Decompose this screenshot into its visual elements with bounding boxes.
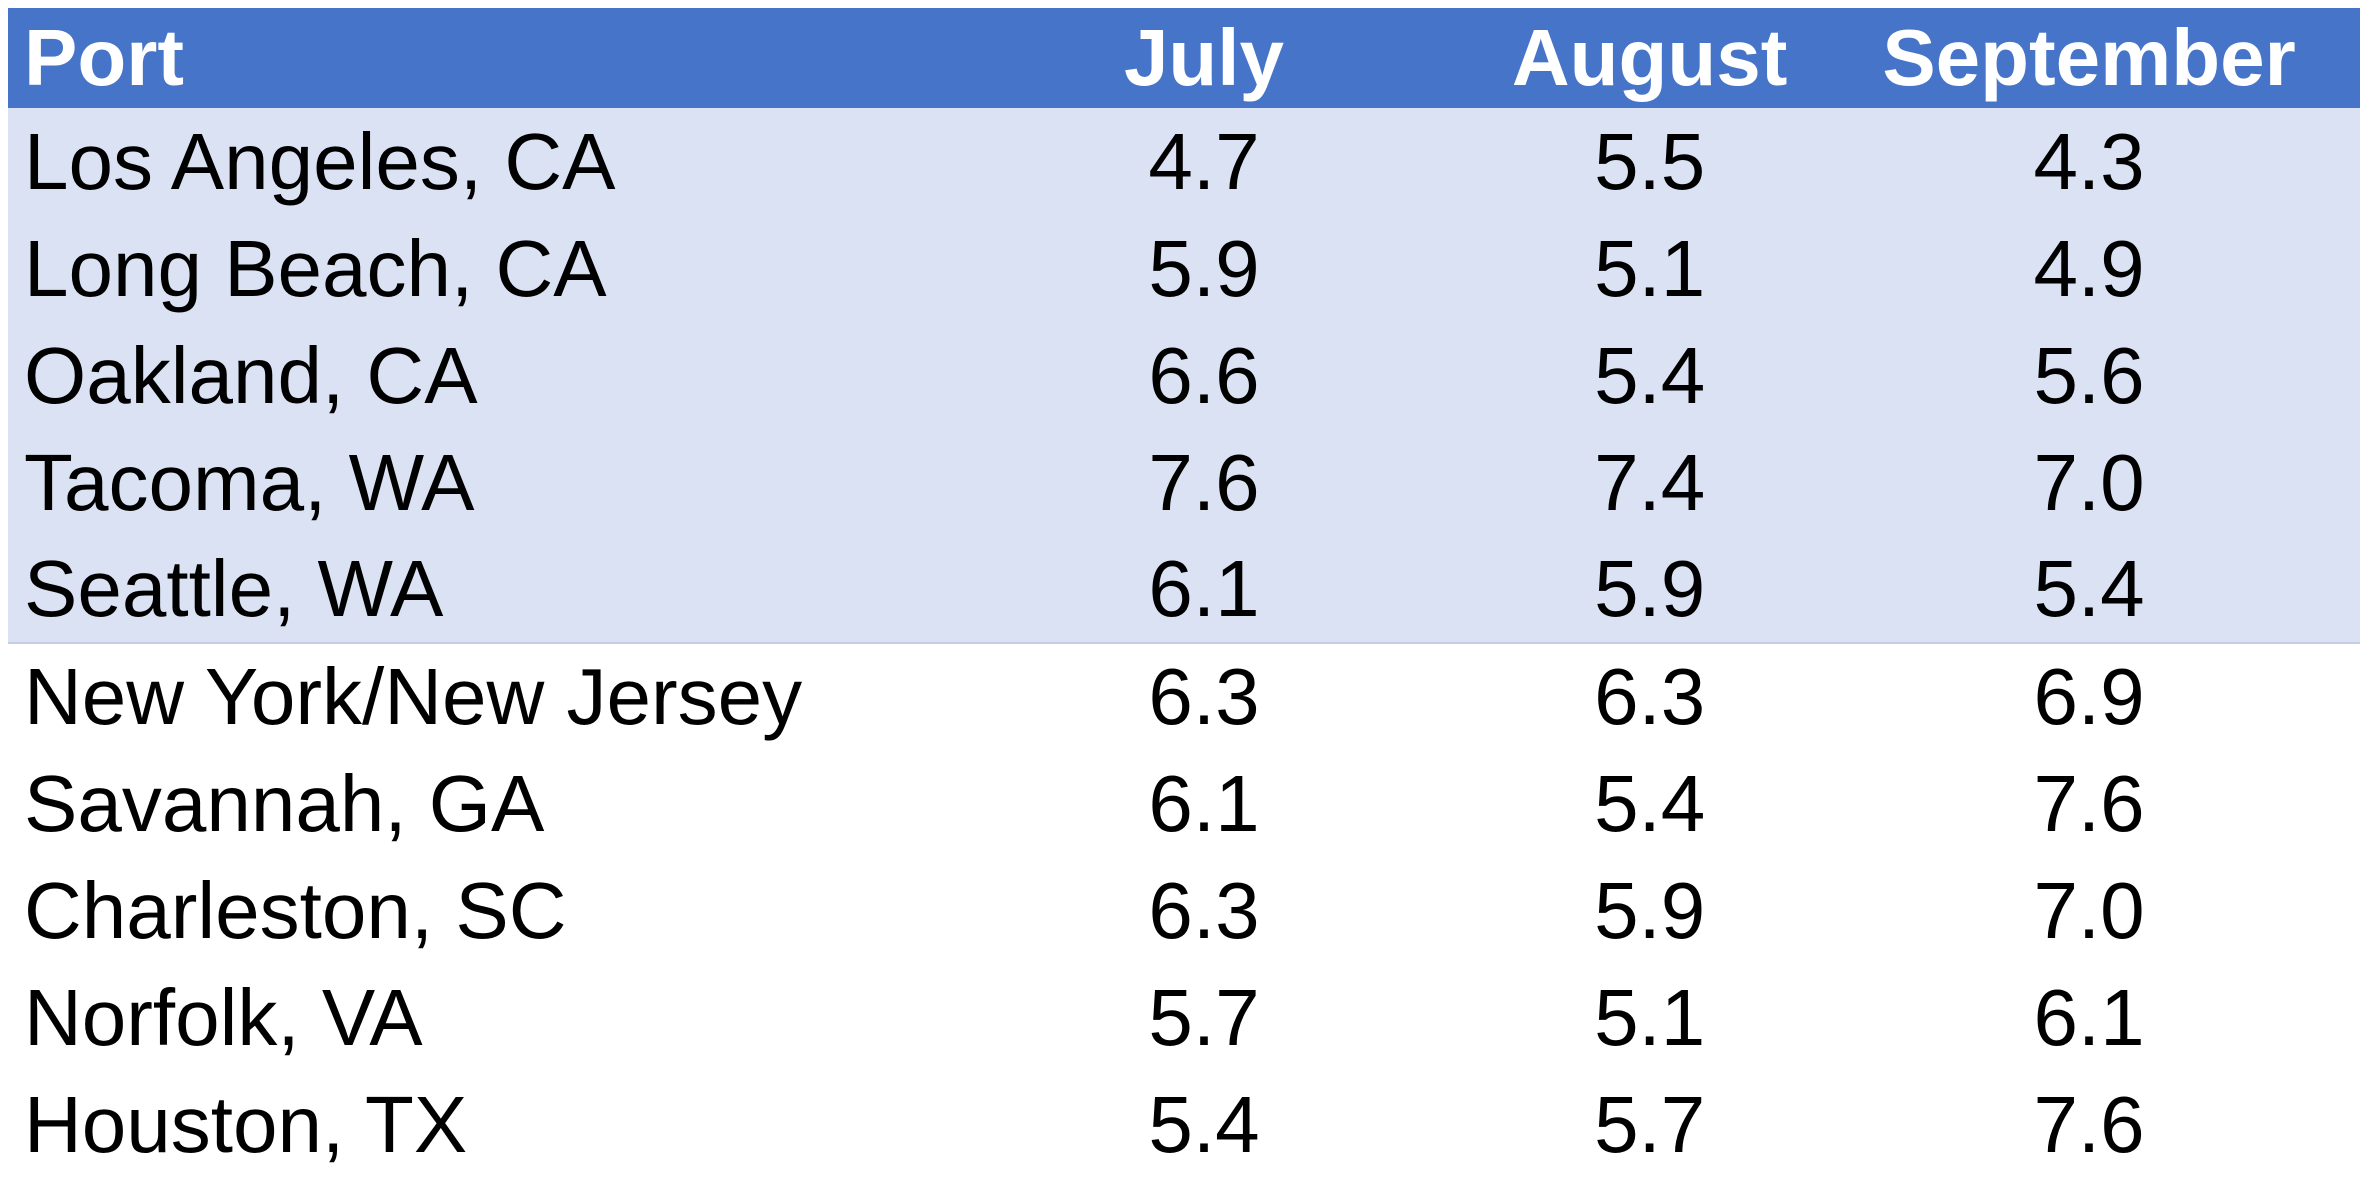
august-value-cell: 5.4 xyxy=(1426,322,1874,429)
header-july: July xyxy=(981,8,1427,108)
september-value-cell: 4.3 xyxy=(1873,108,2360,215)
table-row: Tacoma, WA 7.6 7.4 7.0 xyxy=(8,429,2360,536)
port-cell: Long Beach, CA xyxy=(8,215,982,322)
july-value-cell: 5.4 xyxy=(1148,1079,1260,1169)
port-cell: Charleston, SC xyxy=(24,865,567,955)
july-value-cell: 5.9 xyxy=(981,215,1427,322)
header-row: Port July August September xyxy=(8,8,2360,108)
header-september: September xyxy=(1873,8,2360,108)
august-value-cell: 5.9 xyxy=(1594,865,1706,955)
port-data-table: Port July August September Los Angeles, … xyxy=(8,8,2360,1178)
table-row: Norfolk, VA 5.7 5.1 6.1 xyxy=(8,964,2360,1071)
august-value-cell: 5.9 xyxy=(1426,536,1874,644)
september-value-cell: 7.0 xyxy=(1873,429,2360,536)
september-value-cell: 6.1 xyxy=(2033,972,2145,1062)
port-cell: Los Angeles, CA xyxy=(8,108,982,215)
july-value-cell: 5.7 xyxy=(1148,972,1260,1062)
august-value-cell: 5.7 xyxy=(1594,1079,1706,1169)
port-cell: Seattle, WA xyxy=(8,536,982,644)
table-row: Houston, TX 5.4 5.7 7.6 xyxy=(8,1071,2360,1178)
september-value-cell: 5.4 xyxy=(1873,536,2360,644)
port-cell: Savannah, GA xyxy=(24,758,545,848)
port-cell: Oakland, CA xyxy=(8,322,982,429)
july-value-cell: 4.7 xyxy=(981,108,1427,215)
table-row: New York/New Jersey 6.3 6.3 6.9 xyxy=(8,643,2360,750)
table-row: Savannah, GA 6.1 5.4 7.6 xyxy=(8,750,2360,857)
september-value-cell: 6.9 xyxy=(2033,652,2145,741)
september-value-cell: 4.9 xyxy=(1873,215,2360,322)
table-row: Charleston, SC 6.3 5.9 7.0 xyxy=(8,857,2360,964)
july-value-cell: 6.1 xyxy=(981,536,1427,644)
august-value-cell: 5.1 xyxy=(1594,972,1706,1062)
september-value-cell: 7.0 xyxy=(2033,865,2145,955)
july-value-cell: 6.3 xyxy=(1148,865,1260,955)
july-value-cell: 7.6 xyxy=(981,429,1427,536)
september-value-cell: 5.6 xyxy=(1873,322,2360,429)
july-value-cell: 6.6 xyxy=(981,322,1427,429)
september-value-cell: 7.6 xyxy=(2033,1079,2145,1169)
table-row: Long Beach, CA 5.9 5.1 4.9 xyxy=(8,215,2360,322)
table-row: Los Angeles, CA 4.7 5.5 4.3 xyxy=(8,108,2360,215)
port-cell: Norfolk, VA xyxy=(24,972,423,1062)
july-value-cell: 6.3 xyxy=(1148,652,1260,741)
july-value-cell: 6.1 xyxy=(1148,758,1260,848)
port-cell: Tacoma, WA xyxy=(8,429,982,536)
header-august: August xyxy=(1426,8,1874,108)
september-value-cell: 7.6 xyxy=(2033,758,2145,848)
table-row: Seattle, WA 6.1 5.9 5.4 xyxy=(8,536,2360,644)
table-header: Port July August September xyxy=(8,8,2360,108)
august-value-cell: 5.1 xyxy=(1426,215,1874,322)
port-cell: New York/New Jersey xyxy=(24,652,803,741)
august-value-cell: 5.4 xyxy=(1594,758,1706,848)
august-value-cell: 6.3 xyxy=(1594,652,1706,741)
august-value-cell: 5.5 xyxy=(1426,108,1874,215)
august-value-cell: 7.4 xyxy=(1426,429,1874,536)
port-data-table-container: Port July August September Los Angeles, … xyxy=(8,8,2360,1178)
table-row: Oakland, CA 6.6 5.4 5.6 xyxy=(8,322,2360,429)
port-cell: Houston, TX xyxy=(24,1079,468,1169)
header-port: Port xyxy=(8,8,982,108)
table-body: Los Angeles, CA 4.7 5.5 4.3 Long Beach, … xyxy=(8,108,2360,1178)
